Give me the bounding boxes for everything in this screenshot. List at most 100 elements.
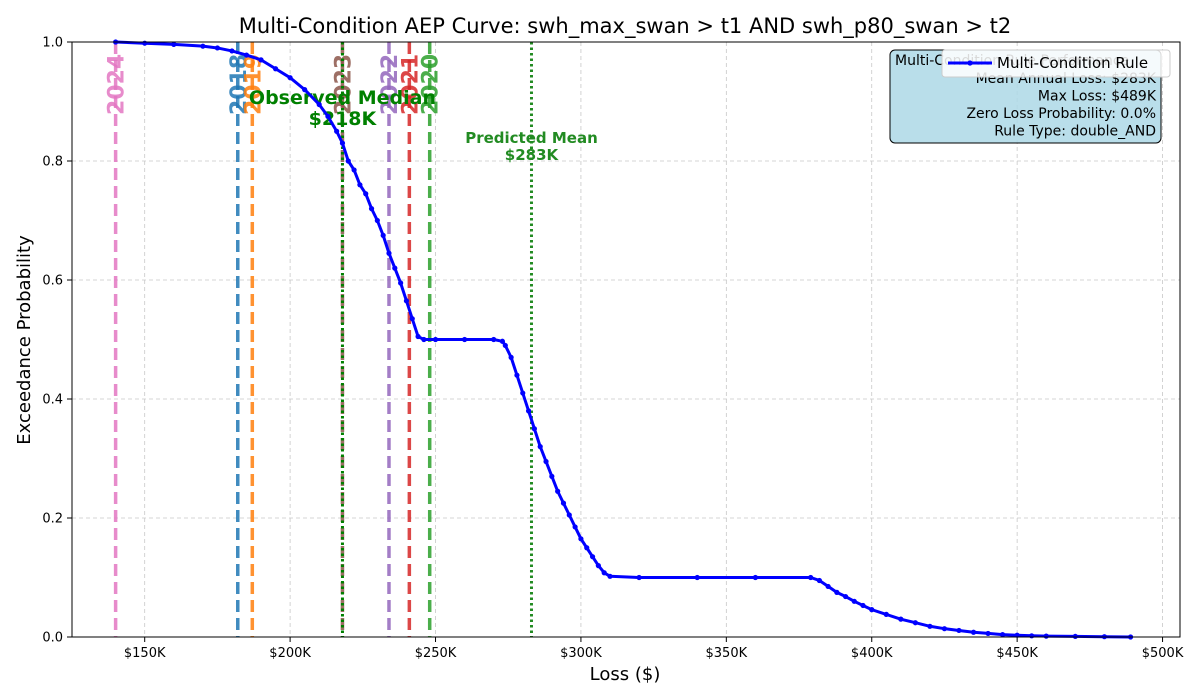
data-point bbox=[461, 336, 468, 343]
data-point bbox=[607, 573, 613, 579]
data-point bbox=[1072, 633, 1078, 640]
data-point bbox=[520, 390, 526, 396]
y-tick-label: 0.4 bbox=[42, 393, 63, 408]
data-point bbox=[386, 250, 392, 256]
x-tick-label: $300K bbox=[560, 646, 602, 661]
x-tick-label: $400K bbox=[851, 646, 893, 661]
data-point bbox=[941, 626, 948, 632]
x-tick-label: $150K bbox=[124, 646, 166, 661]
plot-frame bbox=[71, 41, 1181, 638]
data-point bbox=[816, 577, 822, 584]
data-point bbox=[374, 217, 380, 224]
data-point bbox=[1029, 633, 1035, 639]
x-tick-label: $250K bbox=[415, 646, 457, 661]
data-point bbox=[272, 66, 279, 72]
data-point bbox=[752, 574, 759, 581]
y-axis-label: Exceedance Probability bbox=[14, 235, 35, 445]
stats-line: Zero Loss Probability: 0.0% bbox=[966, 106, 1156, 122]
year-label-2021: 2021 bbox=[398, 54, 423, 115]
data-point bbox=[287, 75, 293, 81]
data-point bbox=[1000, 632, 1006, 638]
y-tick-label: 0.2 bbox=[42, 512, 63, 527]
data-point bbox=[595, 563, 601, 569]
ref-label-0: Observed Median bbox=[249, 87, 436, 109]
y-tick-label: 0.0 bbox=[42, 631, 63, 646]
data-point bbox=[537, 444, 543, 450]
legend-marker bbox=[967, 60, 973, 66]
series-layer bbox=[113, 39, 1134, 640]
data-point bbox=[398, 280, 404, 286]
y-tick-label: 0.6 bbox=[42, 274, 63, 289]
data-point bbox=[584, 545, 590, 551]
data-point bbox=[514, 372, 520, 378]
data-point bbox=[200, 43, 206, 49]
data-point bbox=[357, 182, 363, 188]
data-point bbox=[636, 574, 642, 581]
data-point bbox=[834, 589, 840, 595]
data-point bbox=[525, 408, 532, 414]
data-point bbox=[572, 524, 578, 530]
x-tick-label: $500K bbox=[1142, 646, 1184, 661]
year-label-2022: 2022 bbox=[378, 54, 403, 115]
data-point bbox=[851, 598, 857, 604]
data-point bbox=[421, 336, 427, 343]
data-point bbox=[985, 630, 991, 637]
data-point bbox=[499, 338, 506, 344]
data-point bbox=[334, 128, 340, 134]
data-point bbox=[432, 336, 439, 343]
data-point bbox=[531, 426, 537, 432]
data-point bbox=[860, 602, 866, 609]
data-point bbox=[956, 627, 962, 634]
legend: Multi-Condition Rule bbox=[941, 49, 1171, 78]
legend-label: Multi-Condition Rule bbox=[997, 54, 1148, 72]
ref-value-1: $283K bbox=[505, 146, 560, 164]
x-tick-label: $450K bbox=[996, 646, 1038, 661]
data-point bbox=[392, 265, 398, 271]
data-point bbox=[325, 113, 331, 119]
data-point bbox=[560, 500, 567, 506]
data-point bbox=[409, 316, 415, 322]
data-point bbox=[243, 52, 250, 58]
chart-title: Multi-Condition AEP Curve: swh_max_swan … bbox=[239, 14, 1011, 39]
reference-lines: Observed Median$218K Predicted Mean$283K bbox=[249, 42, 598, 637]
data-point bbox=[491, 336, 497, 343]
data-point bbox=[403, 298, 410, 304]
data-point bbox=[842, 593, 849, 600]
data-point bbox=[368, 206, 375, 212]
data-point bbox=[578, 536, 584, 542]
data-point bbox=[825, 583, 831, 590]
data-point bbox=[869, 607, 875, 613]
data-point bbox=[508, 354, 514, 360]
data-point bbox=[808, 574, 814, 581]
data-point bbox=[142, 40, 148, 46]
year-label-2024: 2024 bbox=[105, 54, 130, 115]
stats-line: Rule Type: double_AND bbox=[994, 124, 1156, 140]
stats-line: Max Loss: $489K bbox=[1038, 89, 1157, 105]
y-axis-ticks: 0.0 0.2 0.4 0.6 0.8 1.0 bbox=[42, 36, 72, 646]
data-point bbox=[302, 87, 308, 93]
x-tick-label: $200K bbox=[269, 646, 311, 661]
y-tick-label: 1.0 bbox=[42, 36, 63, 51]
ref-label-1: Predicted Mean bbox=[465, 129, 598, 147]
data-point bbox=[258, 57, 264, 63]
data-point bbox=[351, 167, 357, 173]
data-point bbox=[345, 158, 351, 164]
data-point bbox=[316, 101, 322, 108]
data-point bbox=[363, 191, 369, 197]
data-point bbox=[543, 458, 549, 465]
data-point bbox=[694, 574, 700, 581]
data-point bbox=[601, 570, 607, 576]
data-point bbox=[229, 48, 235, 54]
x-axis-label: Loss ($) bbox=[590, 664, 661, 685]
data-point bbox=[380, 232, 386, 238]
data-point bbox=[1043, 633, 1049, 639]
x-axis-ticks: $150K $200K $250K $300K $350K $400K $450K $500K bbox=[124, 637, 1184, 661]
data-point bbox=[214, 45, 221, 51]
data-point bbox=[415, 333, 421, 340]
x-tick-label: $350K bbox=[706, 646, 748, 661]
data-point bbox=[549, 473, 555, 479]
year-label-2019: 2019 bbox=[241, 54, 266, 115]
data-point bbox=[912, 620, 918, 626]
